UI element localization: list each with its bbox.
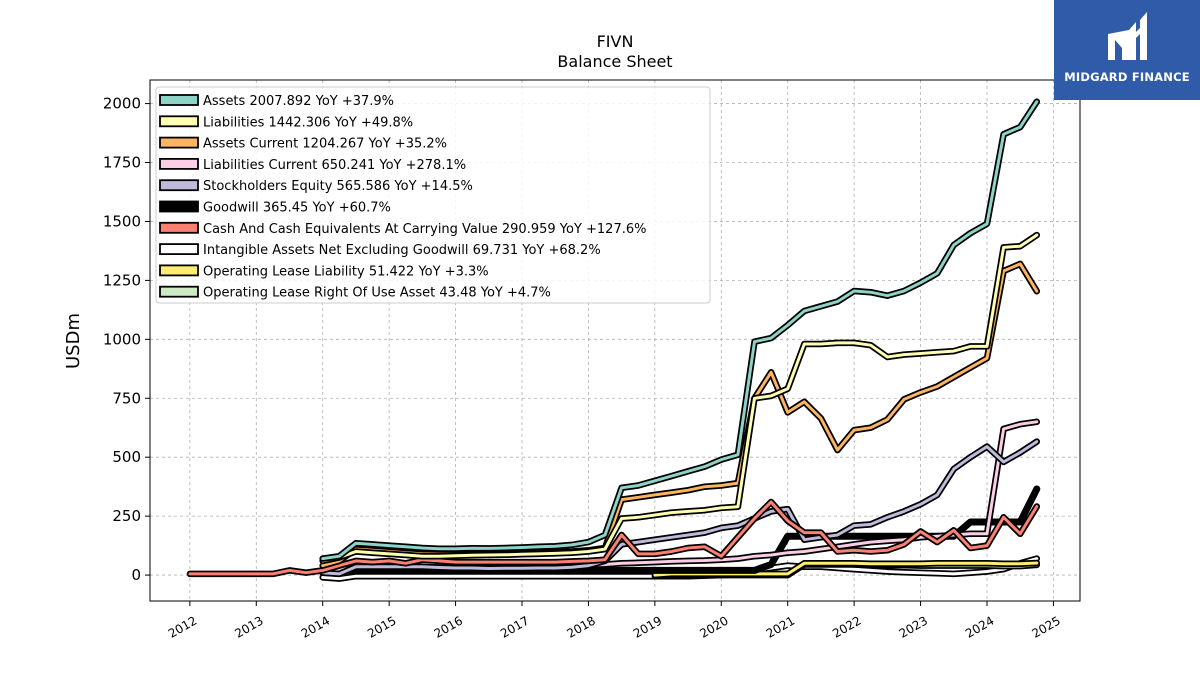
x-tick-label: 2023 xyxy=(897,613,930,640)
y-tick-label: 500 xyxy=(112,448,141,466)
legend-label: Stockholders Equity 565.586 YoY +14.5% xyxy=(203,179,473,194)
series-lines xyxy=(186,98,1041,582)
chart-subtitle: Balance Sheet xyxy=(557,52,672,71)
x-tick-label: 2012 xyxy=(166,613,199,640)
legend-label: Intangible Assets Net Excluding Goodwill… xyxy=(203,243,601,258)
x-axis-ticks: 2012 2013 2014 2015 2016 2017 2018 2019 2020 2021… xyxy=(166,601,1063,641)
y-tick-label: 0 xyxy=(131,566,141,584)
legend-label: Assets 2007.892 YoY +37.9% xyxy=(203,94,394,109)
legend-swatch xyxy=(159,264,199,277)
x-tick-label: 2020 xyxy=(697,613,730,640)
y-tick-label: 1750 xyxy=(103,154,141,172)
x-tick-label: 2014 xyxy=(299,613,332,640)
x-tick-label: 2022 xyxy=(830,613,863,640)
series-line-cash-and-cash-equivalents-at-carrying-value xyxy=(188,500,1039,576)
y-axis-label: USDm xyxy=(63,313,84,369)
y-tick-label: 250 xyxy=(112,507,141,525)
legend-label: Goodwill 365.45 YoY +60.7% xyxy=(203,201,391,216)
legend-swatch xyxy=(159,179,199,192)
x-tick-label: 2025 xyxy=(1029,613,1062,640)
y-tick-label: 1000 xyxy=(103,330,141,348)
y-tick-label: 1500 xyxy=(103,212,141,230)
series-line-goodwill xyxy=(320,486,1040,573)
legend: Assets 2007.892 YoY +37.9% Liabilities 14… xyxy=(155,86,711,304)
y-tick-label: 750 xyxy=(112,389,141,407)
x-tick-label: 2013 xyxy=(232,613,265,640)
legend-label: Cash And Cash Equivalents At Carrying Va… xyxy=(203,222,646,237)
legend-label: Operating Lease Liability 51.422 YoY +3.… xyxy=(203,264,489,279)
legend-swatch xyxy=(159,243,199,256)
midgard-logo-icon xyxy=(1108,12,1147,60)
legend-swatch xyxy=(159,157,199,170)
y-tick-label: 1250 xyxy=(103,271,141,289)
legend-swatch xyxy=(159,221,199,234)
logo-text: MIDGARD FINANCE xyxy=(1064,70,1190,84)
x-tick-label: 2024 xyxy=(963,613,996,640)
series-line-assets-current xyxy=(321,262,1039,568)
series-line-stockholders-equity xyxy=(321,440,1039,576)
legend-swatch xyxy=(159,115,199,128)
y-axis-ticks: 0 250 500 750 1000 1250 1500 1750 2000 xyxy=(103,95,150,584)
chart-title: FIVN xyxy=(597,32,634,51)
legend-swatch xyxy=(159,200,199,213)
midgard-finance-logo: MIDGARD FINANCE xyxy=(1054,0,1200,100)
legend-swatch xyxy=(159,285,199,298)
x-tick-label: 2015 xyxy=(365,613,398,640)
y-tick-label: 2000 xyxy=(103,95,141,113)
legend-label: Operating Lease Right Of Use Asset 43.48… xyxy=(203,286,551,301)
x-tick-label: 2016 xyxy=(432,613,465,640)
series-outline-assets-current xyxy=(319,260,1041,569)
series-line-liabilities xyxy=(321,233,1039,563)
x-tick-label: 2021 xyxy=(764,613,797,640)
legend-swatch xyxy=(159,136,199,149)
x-tick-label: 2018 xyxy=(564,613,597,640)
plot-frame xyxy=(149,79,1081,602)
legend-box xyxy=(155,86,711,304)
x-tick-label: 2017 xyxy=(498,613,531,640)
legend-swatch xyxy=(159,94,199,106)
legend-label: Liabilities Current 650.241 YoY +278.1% xyxy=(203,158,466,173)
legend-label: Liabilities 1442.306 YoY +49.8% xyxy=(203,115,413,130)
series-line-assets xyxy=(321,100,1039,561)
x-tick-label: 2019 xyxy=(631,613,664,640)
legend-label: Assets Current 1204.267 YoY +35.2% xyxy=(203,137,447,152)
